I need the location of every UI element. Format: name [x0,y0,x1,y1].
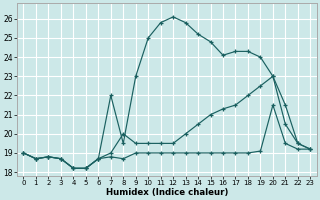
X-axis label: Humidex (Indice chaleur): Humidex (Indice chaleur) [106,188,228,197]
